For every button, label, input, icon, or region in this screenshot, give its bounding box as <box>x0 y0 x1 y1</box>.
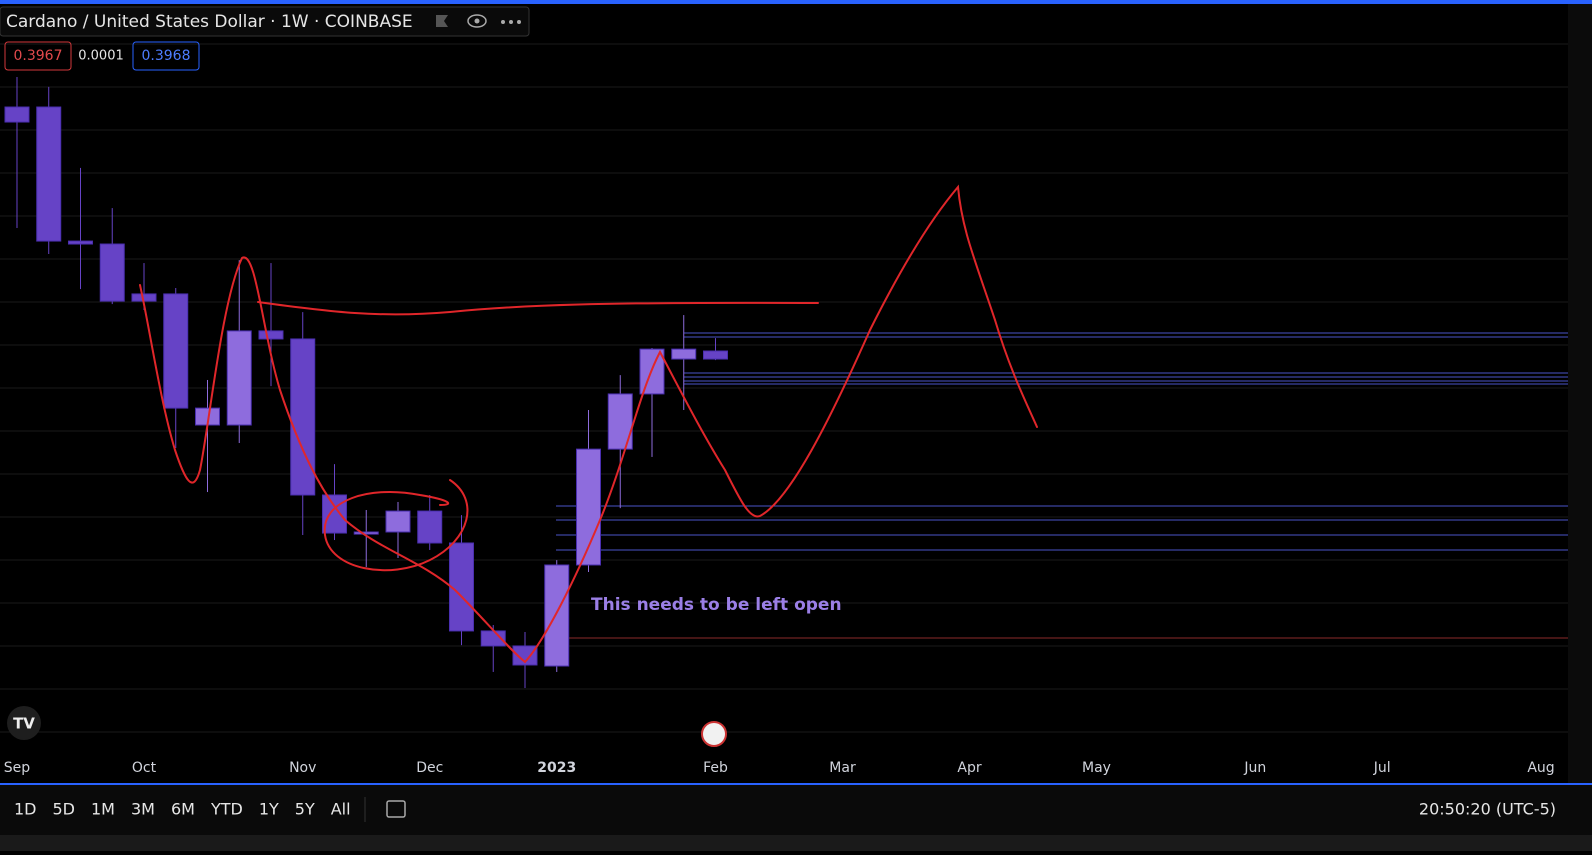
range-button[interactable]: 5Y <box>295 800 315 819</box>
range-button[interactable]: 5D <box>53 800 76 819</box>
x-tick-label: Aug <box>1527 760 1554 776</box>
clock[interactable]: 20:50:20 (UTC-5) <box>1419 800 1556 819</box>
range-button[interactable]: YTD <box>210 800 243 819</box>
x-tick-label: May <box>1082 760 1111 776</box>
candle-body <box>544 564 570 667</box>
x-tick-label: Apr <box>957 760 981 776</box>
price-box-bid <box>4 41 72 71</box>
x-tick-label: Jul <box>1373 760 1391 776</box>
event-flag[interactable] <box>701 721 727 747</box>
range-button[interactable]: 1D <box>14 800 37 819</box>
x-tick-label: Nov <box>289 760 316 776</box>
date-range-icon[interactable] <box>386 800 406 818</box>
price-bid: 0.3967 <box>14 48 63 64</box>
toolbar-border <box>0 783 1592 785</box>
eye-icon[interactable] <box>467 14 487 28</box>
candle-body <box>353 531 379 535</box>
x-tick-label: 2023 <box>537 760 576 776</box>
more-icon[interactable] <box>501 20 521 24</box>
candle-body <box>385 510 411 533</box>
range-button[interactable]: 1Y <box>259 800 279 819</box>
symbol-title: Cardano / United States Dollar · 1W · CO… <box>6 12 413 32</box>
tv-logo-mark: TV <box>13 715 35 733</box>
candle-body <box>4 106 30 123</box>
price-ask: 0.3968 <box>142 48 191 64</box>
range-button[interactable]: All <box>331 800 351 819</box>
candle-body <box>290 338 316 496</box>
drawn-levels <box>556 332 1568 551</box>
range-button[interactable]: 1M <box>91 800 115 819</box>
candle-body <box>512 645 538 666</box>
toolbar <box>0 785 1592 835</box>
x-tick-label: Jun <box>1243 760 1266 776</box>
x-tick-label: Oct <box>132 760 157 776</box>
x-tick-label: Mar <box>829 760 856 776</box>
candle-body <box>448 542 474 632</box>
x-tick-label: Feb <box>703 760 728 776</box>
candle-body <box>36 106 62 242</box>
price-box-ask <box>132 41 200 71</box>
x-tick-label: Sep <box>4 760 31 776</box>
bottom-edge <box>0 835 1592 851</box>
candle-body <box>258 330 284 340</box>
candle-body <box>321 494 347 534</box>
range-button[interactable]: 3M <box>131 800 155 819</box>
candle-body <box>163 293 189 409</box>
symbol-box[interactable] <box>0 6 530 37</box>
candle-body <box>702 350 728 360</box>
x-axis: Sep Oct Nov Dec 2023 Feb Mar Apr May Jun Jul Aug <box>4 760 1555 776</box>
spread: 0.0001 <box>78 49 124 64</box>
flag-icon[interactable] <box>436 15 448 27</box>
background-lines <box>0 43 1568 733</box>
candle-body <box>99 243 125 302</box>
eye-pupil <box>474 18 480 24</box>
top-border <box>0 0 1592 4</box>
annotation: This needs to be left open <box>591 595 842 615</box>
freehand-drawing <box>139 184 1038 664</box>
candles <box>4 77 728 689</box>
tv-logo[interactable] <box>7 706 41 740</box>
candle-body <box>67 240 93 245</box>
x-tick-label: Dec <box>416 760 443 776</box>
candle-body <box>417 510 443 544</box>
right-strip <box>1568 4 1592 784</box>
range-button[interactable]: 6M <box>171 800 195 819</box>
range-buttons: 1D 5D 1M 3M 6M YTD 1Y 5Y All <box>14 800 351 819</box>
candle-body <box>671 348 697 360</box>
candle-body <box>226 330 252 426</box>
